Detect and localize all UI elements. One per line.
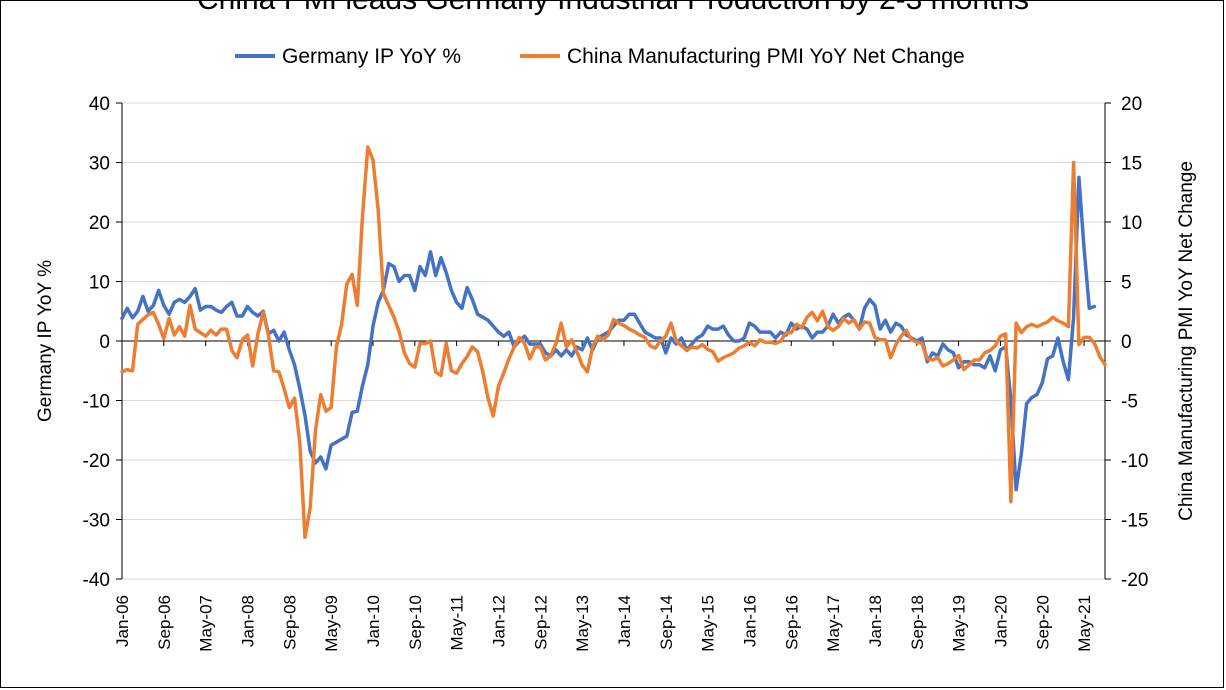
series-line-china-pmi — [120, 145, 1107, 540]
x-tick-label: May-19 — [950, 595, 969, 652]
right-tick-label: 10 — [1121, 213, 1142, 234]
left-tick-label: 10 — [89, 273, 110, 294]
legend-label-germany-ip: Germany IP YoY % — [282, 45, 461, 68]
legend-label-china-pmi: China Manufacturing PMI YoY Net Change — [567, 45, 965, 68]
x-tick-label: Jan-10 — [364, 595, 383, 647]
right-tick-label: 20 — [1121, 94, 1142, 115]
x-tick-label: Sep-12 — [531, 595, 550, 650]
x-tick-label: May-09 — [322, 595, 341, 652]
x-tick-label: Jan-12 — [489, 595, 508, 647]
x-tick-label: Jan-14 — [615, 595, 634, 647]
right-tick-label: -5 — [1121, 392, 1138, 413]
x-tick-label: May-21 — [1075, 595, 1094, 652]
series-layer — [120, 145, 1107, 540]
legend: Germany IP YoY % China Manufacturing PMI… — [235, 45, 965, 68]
left-tick-label: 30 — [89, 154, 110, 175]
x-tick-label: Jan-06 — [113, 595, 132, 647]
left-tick-label: -40 — [83, 570, 110, 591]
x-tick-label: May-13 — [573, 595, 592, 652]
x-tick-label: Jan-16 — [740, 595, 759, 647]
left-tick-label: -10 — [83, 392, 110, 413]
x-tick-label: May-07 — [197, 595, 216, 652]
x-tick-label: May-15 — [699, 595, 718, 652]
legend-item-china-pmi[interactable]: China Manufacturing PMI YoY Net Change — [520, 45, 965, 68]
right-tick-label: -15 — [1121, 511, 1148, 532]
legend-item-germany-ip[interactable]: Germany IP YoY % — [235, 45, 461, 68]
x-axis-ticks: Jan-06 Sep-06 May-07 Jan-08 Sep-08 May-09 Jan-… — [113, 341, 1094, 652]
x-tick-label: Jan-18 — [866, 595, 885, 647]
right-tick-label: 5 — [1121, 273, 1132, 294]
x-tick-label: May-11 — [448, 595, 467, 650]
chart-title: China PMI leads Germany Industrial Produ… — [197, 1, 1029, 16]
x-tick-label: Sep-16 — [782, 595, 801, 650]
right-tick-label: -20 — [1121, 570, 1148, 591]
x-tick-label: Jan-20 — [991, 595, 1010, 647]
left-tick-label: -20 — [83, 451, 110, 472]
x-tick-label: Sep-18 — [908, 595, 927, 650]
left-tick-label: 40 — [89, 94, 110, 115]
y-axis-title: Germany IP YoY % — [35, 260, 56, 422]
x-tick-label: Sep-10 — [406, 595, 425, 650]
left-tick-label: -30 — [83, 511, 110, 532]
right-tick-label: 0 — [1121, 332, 1132, 353]
right-tick-label: 15 — [1121, 154, 1142, 175]
left-tick-label: 20 — [89, 213, 110, 234]
right-tick-label: -10 — [1121, 451, 1148, 472]
x-tick-label: Sep-06 — [155, 595, 174, 650]
left-tick-label: 0 — [99, 332, 110, 353]
x-tick-label: Jan-08 — [238, 595, 257, 647]
right-axis-ticks: 20 15 10 5 0 -5 -10 -15 -20 — [1105, 94, 1148, 591]
x-tick-label: Sep-20 — [1033, 595, 1052, 650]
x-tick-label: Sep-14 — [657, 595, 676, 650]
y2-axis-title: China Manufacturing PMI YoY Net Change — [1176, 161, 1197, 521]
x-tick-label: Sep-08 — [280, 595, 299, 650]
x-tick-label: May-17 — [824, 595, 843, 652]
left-axis-ticks: 40 30 20 10 0 -10 -20 -30 -40 — [83, 94, 122, 591]
